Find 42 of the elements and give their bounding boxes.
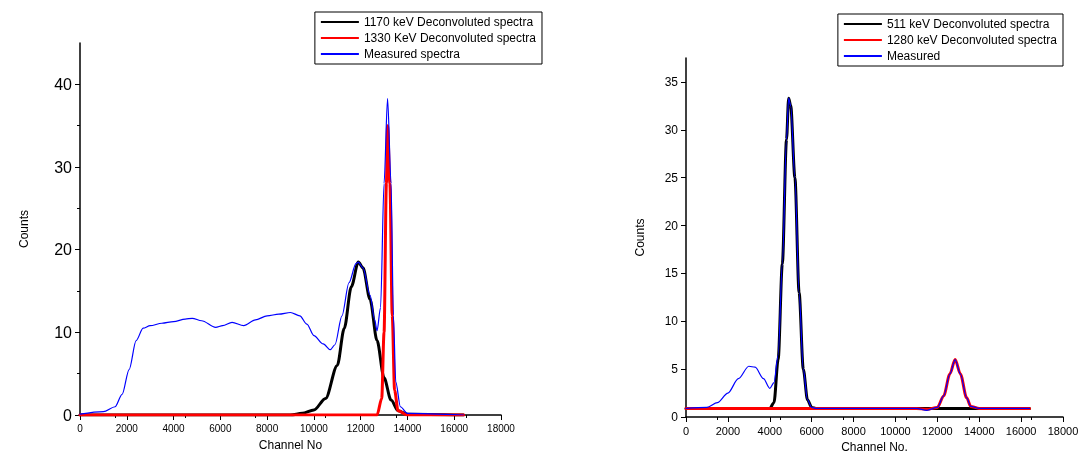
legend-label: 1330 KeV Deconvoluted spectra — [363, 31, 537, 45]
x-tick-label: 6000 — [799, 424, 824, 437]
y-tick-label: 15 — [664, 266, 679, 281]
x-axis-title: Channel No. — [841, 440, 908, 454]
y-tick-label: 30 — [664, 122, 679, 137]
y-tick-label: 5 — [671, 362, 679, 377]
x-tick-label: 16000 — [1005, 424, 1037, 437]
x-tick-label: 0 — [77, 422, 84, 434]
x-tick-label: 10000 — [299, 422, 329, 434]
x-tick-label: 8000 — [255, 422, 279, 434]
y-axis-title: Counts — [633, 218, 647, 257]
legend-label: Measured — [886, 49, 941, 63]
x-tick-label: 12000 — [922, 424, 953, 437]
x-tick-label: 4000 — [757, 424, 783, 437]
x-tick-label: 2000 — [115, 422, 139, 434]
x-tick-label: 12000 — [346, 422, 376, 434]
x-tick-label: 10000 — [880, 424, 911, 437]
x-axis-title: Channel No — [258, 438, 323, 452]
x-tick-label: 18000 — [487, 422, 516, 434]
x-tick-label: 2000 — [715, 424, 741, 437]
x-tick-label: 16000 — [440, 422, 469, 434]
legend-label: 1170 keV Deconvoluted spectra — [363, 15, 534, 29]
x-tick-label: 14000 — [393, 422, 422, 434]
y-axis-title: Counts — [17, 209, 31, 249]
x-tick-label: 4000 — [162, 422, 186, 434]
y-tick-label: 10 — [54, 323, 73, 341]
y-tick-label: 20 — [54, 241, 73, 259]
y-tick-label: 10 — [664, 314, 679, 329]
y-tick-label: 40 — [54, 75, 73, 93]
x-tick-label: 6000 — [209, 422, 232, 434]
x-tick-label: 14000 — [963, 424, 995, 437]
x-tick-label: 18000 — [1047, 424, 1079, 437]
x-tick-label: 0 — [682, 424, 690, 437]
y-tick-label: 0 — [671, 410, 679, 424]
y-tick-label: 20 — [664, 218, 679, 233]
y-tick-label: 30 — [54, 158, 73, 176]
legend-label: 511 keV Deconvoluted spectra — [886, 17, 1050, 31]
legend-label: Measured spectra — [363, 47, 461, 61]
y-tick-label: 25 — [664, 170, 679, 185]
legend-label: 1280 keV Deconvoluted spectra — [886, 33, 1058, 47]
y-tick-label: 35 — [664, 74, 679, 89]
x-tick-label: 8000 — [841, 424, 866, 437]
